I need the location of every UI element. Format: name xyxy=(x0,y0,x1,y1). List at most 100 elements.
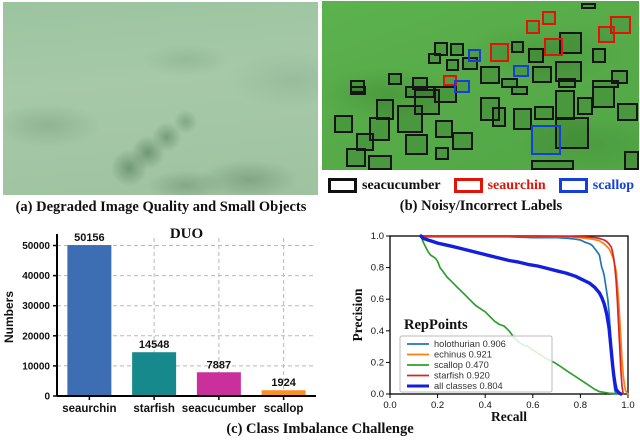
bar-value-label: 7887 xyxy=(207,359,231,371)
legend-label: holothurian 0.906 xyxy=(434,339,506,349)
seacucumber-bbox xyxy=(434,120,453,139)
chart-title: DUO xyxy=(170,226,203,242)
bar-seaurchin xyxy=(67,245,112,396)
annotation-reppoints: RepPoints xyxy=(404,317,468,333)
seacucumber-bbox xyxy=(367,155,392,170)
x-tick-label: 0.8 xyxy=(574,400,587,411)
y-tick-label: 0.6 xyxy=(371,294,384,305)
y-tick-label: 0.4 xyxy=(371,326,384,337)
seacucumber-bbox xyxy=(512,108,533,131)
legend-item-seacucumber: seacucumber xyxy=(328,178,441,193)
y-tick-label: 50000 xyxy=(22,241,50,252)
bar-starfish xyxy=(132,352,177,396)
seacucumber-bbox xyxy=(479,97,500,122)
y-tick-label: 0.2 xyxy=(371,357,384,368)
legend-item-scallop: scallop xyxy=(558,177,634,193)
legend-label: all classes 0.804 xyxy=(434,381,503,391)
y-tick-label: 0.8 xyxy=(371,263,384,274)
seacucumber-bbox xyxy=(433,41,449,56)
precision-recall-chart: 0.0 0.2 0.4 0.6 0.8 1.0 0.0 0.2 0.4 0.6 0.8 1.0 RepP… xyxy=(350,231,635,424)
seacucumber-bbox xyxy=(491,107,506,128)
legend-item-seaurchin: seaurchin xyxy=(453,177,546,193)
seacucumber-bbox xyxy=(368,117,390,142)
seacucumber-bbox xyxy=(617,103,639,122)
seacucumber-bbox xyxy=(445,58,459,71)
scallop-bbox xyxy=(453,79,471,94)
seacucumber-bbox xyxy=(427,52,441,64)
y-tick-label: 0 xyxy=(44,392,50,403)
bbox-legend: seacucumber seaurchin scallop xyxy=(322,174,640,197)
seacucumber-bbox xyxy=(532,65,552,84)
seaurchin-legend-label: seaurchin xyxy=(487,177,546,193)
seacucumber-bbox xyxy=(449,42,464,56)
seacucumber-bbox xyxy=(451,132,473,151)
legend-label: echinus 0.921 xyxy=(434,350,492,360)
x-axis-label: Recall xyxy=(491,409,527,424)
y-tick-label: 1.0 xyxy=(371,231,384,242)
caption-c: (c) Class Imbalance Challenge xyxy=(226,421,414,437)
seacucumber-bbox xyxy=(511,40,525,53)
seacucumber-bbox xyxy=(404,134,428,156)
scallop-swatch xyxy=(558,178,588,193)
legend-label: scallop 0.470 xyxy=(434,360,489,370)
y-tick-label: 0.0 xyxy=(371,389,384,400)
seacucumber-bbox xyxy=(581,3,597,9)
seacucumber-bbox xyxy=(434,147,450,161)
scallop-bbox xyxy=(513,64,530,78)
seacucumber-bbox xyxy=(577,97,594,116)
seacucumber-bbox xyxy=(511,85,529,96)
degraded-underwater-image xyxy=(3,2,318,195)
seaurchin-bbox xyxy=(544,37,564,56)
seacucumber-bbox xyxy=(387,72,402,85)
seacucumber-bbox xyxy=(531,160,574,170)
x-tick-label: 0.0 xyxy=(383,400,396,411)
seaurchin-swatch xyxy=(453,178,483,193)
x-tick-label: 0.6 xyxy=(526,400,539,411)
seacucumber-bbox xyxy=(396,105,423,134)
y-tick-label: 10000 xyxy=(22,361,50,372)
seaurchin-bbox xyxy=(542,10,557,25)
seaurchin-bbox xyxy=(526,19,541,34)
seacucumber-bbox xyxy=(375,99,394,121)
seacucumber-legend-label: seacucumber xyxy=(362,177,441,193)
caption-b: (b) Noisy/Incorrect Labels xyxy=(399,198,563,214)
seaurchin-bbox xyxy=(610,15,632,34)
bar-value-label: 1924 xyxy=(271,377,296,389)
x-tick-label: starfish xyxy=(133,403,175,415)
y-axis-label: Precision xyxy=(350,288,365,341)
seacucumber-bbox xyxy=(433,85,458,104)
y-axis-label: Numbers xyxy=(2,291,16,343)
class-imbalance-bar-chart: 50156 14548 7887 1924 0 10000 20000 30000 40000 5… xyxy=(2,226,316,415)
bar-value-label: 14548 xyxy=(139,339,170,351)
bar-scallop xyxy=(261,390,306,396)
bar-value-label: 50156 xyxy=(74,232,105,244)
curve-all xyxy=(419,234,623,396)
seacucumber-bbox xyxy=(534,106,555,121)
pr-legend-box xyxy=(399,335,553,393)
seacucumber-bbox xyxy=(592,85,615,109)
seacucumber-bbox xyxy=(624,151,639,170)
seacucumber-bbox xyxy=(555,60,583,83)
scallop-legend-label: scallop xyxy=(592,177,634,193)
noisy-labels-image xyxy=(322,1,639,170)
legend-label: starfish 0.920 xyxy=(434,371,490,381)
seacucumber-bbox xyxy=(592,47,607,63)
seaurchin-bbox xyxy=(490,42,510,62)
scallop-bbox xyxy=(531,125,562,155)
seacucumber-bbox xyxy=(555,90,576,121)
y-tick-label: 20000 xyxy=(22,331,50,342)
x-tick-label: 0.4 xyxy=(479,400,492,411)
seacucumber-bbox xyxy=(479,65,500,85)
x-tick-label: 1.0 xyxy=(621,400,634,411)
seacucumber-swatch xyxy=(328,178,357,193)
seacucumber-bbox xyxy=(501,77,519,88)
curve-scallop xyxy=(420,235,622,395)
seacucumber-bbox xyxy=(334,115,354,134)
x-tick-label: seacucumber xyxy=(182,403,257,415)
x-tick-label: seaurchin xyxy=(62,403,116,415)
y-tick-label: 30000 xyxy=(22,301,50,312)
seacucumber-bbox xyxy=(528,47,545,63)
seacucumber-bbox xyxy=(345,148,366,168)
seacucumber-bbox xyxy=(559,31,582,54)
curve-starfish xyxy=(420,235,625,395)
